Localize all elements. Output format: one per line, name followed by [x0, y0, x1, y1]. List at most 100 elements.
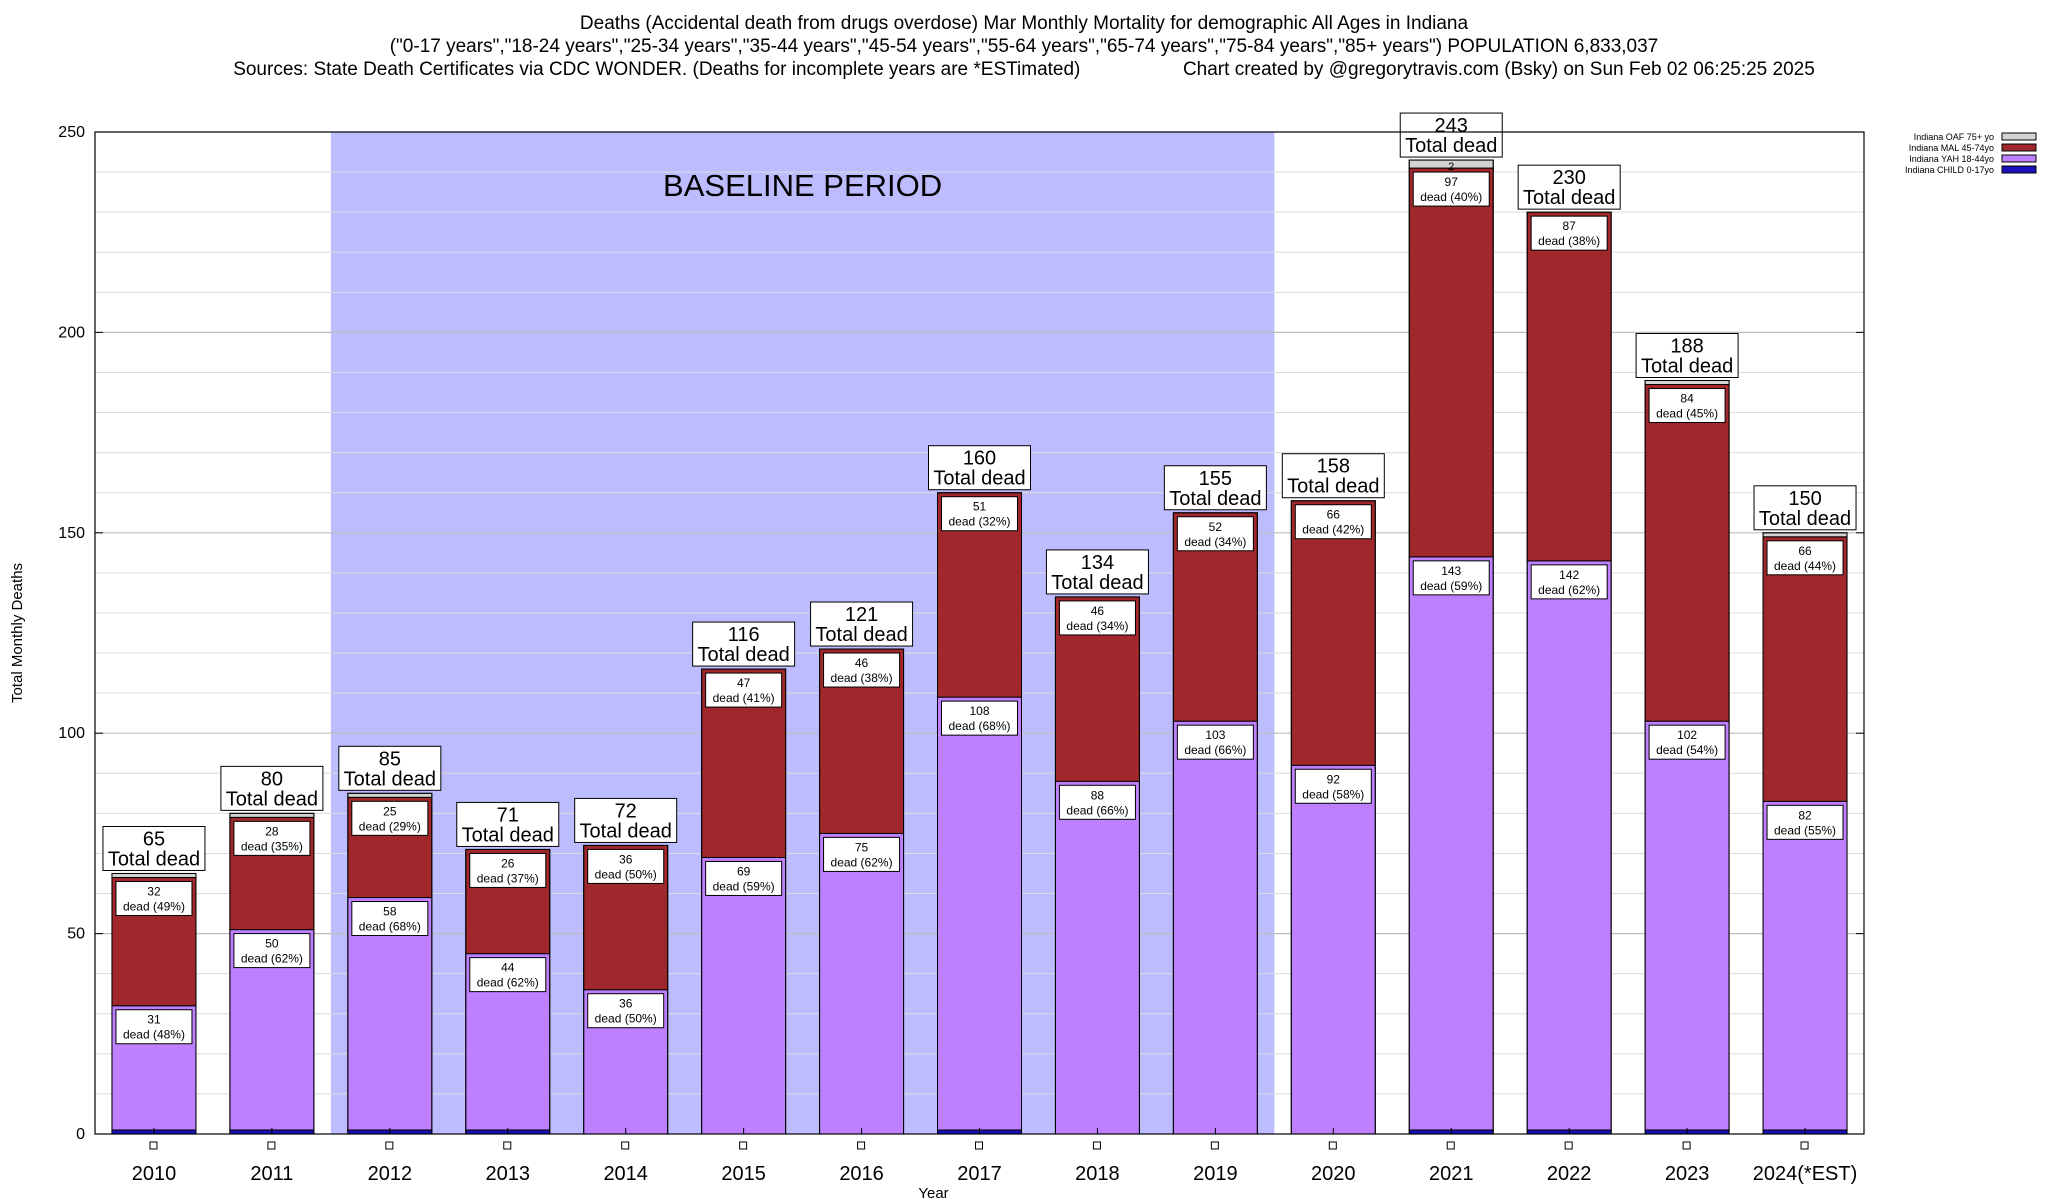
total-suffix-2013: Total dead	[462, 824, 554, 846]
label-yah-2013-pct: dead (62%)	[477, 976, 539, 990]
label-mal-2017-pct: dead (32%)	[948, 515, 1010, 529]
label-mal-2014-pct: dead (50%)	[595, 867, 657, 881]
bar-segment-2011-s3	[229, 812, 315, 818]
label-mal-2024(*EST)-box	[1766, 540, 1844, 576]
bar-segment-2024(*EST)-s2	[1762, 536, 1848, 802]
label-mal-2016-value: 46	[855, 656, 869, 670]
label-mal-2012-value: 25	[383, 804, 397, 818]
total-value-2020: 158	[1317, 456, 1350, 478]
x-tick-label-2018: 2018	[1075, 1163, 1120, 1185]
x-tick-label-2020: 2020	[1311, 1163, 1356, 1185]
total-value-2024(*EST): 150	[1788, 488, 1821, 510]
x-tick-label-2011: 2011	[250, 1163, 293, 1185]
label-mal-2023-value: 84	[1680, 392, 1694, 406]
chart-sources-line: Sources: State Death Certificates via CD…	[0, 58, 2048, 81]
total-label-box-2020	[1281, 453, 1385, 499]
label-yah-2018-box	[1058, 784, 1136, 820]
x-tick-label-2017: 2017	[957, 1163, 1002, 1185]
total-suffix-2020: Total dead	[1287, 476, 1379, 498]
total-value-2010: 65	[143, 828, 165, 850]
label-mal-2018-box	[1058, 600, 1136, 636]
total-value-2019: 155	[1199, 468, 1232, 490]
bar-marker-2011	[267, 1141, 276, 1150]
chart-title: Deaths (Accidental death from drugs over…	[579, 13, 1469, 34]
total-label-box-2014	[574, 797, 678, 843]
total-value-2021: 243	[1435, 115, 1468, 137]
label-yah-2013-value: 44	[501, 961, 515, 975]
bar-segment-2022-s1	[1526, 560, 1612, 1131]
y-tick-label-50: 50	[67, 926, 85, 943]
total-value-2018: 134	[1081, 552, 1114, 574]
label-mal-2011-pct: dead (35%)	[241, 839, 303, 853]
bar-marker-2010	[149, 1141, 158, 1150]
bar-segment-2016-s1	[819, 832, 905, 1135]
label-oaf-2021: 2	[1448, 161, 1454, 173]
label-mal-2021-pct: dead (40%)	[1420, 190, 1482, 204]
label-yah-2015-pct: dead (59%)	[713, 879, 775, 893]
label-mal-2022-box	[1530, 215, 1608, 251]
label-mal-2016-box	[823, 652, 901, 688]
y-tick-label-0: 0	[76, 1126, 85, 1143]
total-value-2015: 116	[728, 624, 760, 646]
total-label-box-2016	[810, 601, 914, 647]
total-suffix-2014: Total dead	[580, 820, 672, 842]
label-yah-2022-box	[1530, 564, 1608, 600]
label-mal-2024(*EST)-pct: dead (44%)	[1774, 559, 1836, 573]
label-mal-2015-box	[705, 672, 783, 708]
legend-label-s0: Indiana CHILD 0-17yo	[1905, 165, 1994, 175]
label-yah-2021-value: 143	[1441, 564, 1461, 578]
label-mal-2010-box	[115, 880, 193, 916]
y-tick-label-200: 200	[58, 324, 85, 341]
total-suffix-2011: Total dead	[226, 788, 318, 810]
label-mal-2014-box	[587, 848, 665, 884]
bar-segment-2023-s2	[1644, 384, 1730, 722]
bar-segment-2023-s3	[1644, 379, 1730, 386]
total-label-box-2013	[456, 801, 560, 847]
label-yah-2020-pct: dead (58%)	[1302, 787, 1364, 801]
label-yah-2016-pct: dead (62%)	[831, 855, 893, 869]
x-tick-label-2022: 2022	[1547, 1163, 1592, 1185]
bar-marker-2018	[1092, 1141, 1101, 1150]
bar-marker-2017	[975, 1141, 983, 1150]
label-yah-2024(*EST)-pct: dead (55%)	[1774, 823, 1836, 837]
total-value-2016: 121	[845, 604, 878, 626]
label-mal-2011-box	[233, 820, 311, 856]
label-mal-2019-pct: dead (34%)	[1184, 535, 1246, 549]
label-mal-2016-pct: dead (38%)	[831, 671, 893, 685]
label-yah-2017-box	[941, 700, 1018, 736]
total-value-2017: 160	[963, 448, 996, 470]
total-value-2022: 230	[1552, 167, 1585, 189]
total-suffix-2018: Total dead	[1051, 572, 1143, 594]
label-yah-2014-value: 36	[619, 997, 633, 1011]
label-yah-2024(*EST)-value: 82	[1798, 808, 1812, 822]
total-value-2023: 188	[1670, 335, 1703, 357]
bar-segment-2010-s3	[111, 872, 197, 878]
label-yah-2017-value: 108	[969, 704, 989, 718]
label-yah-2010-value: 31	[147, 1013, 161, 1027]
bar-marker-2013	[503, 1141, 512, 1150]
label-yah-2018-value: 88	[1091, 788, 1105, 802]
label-yah-2021-box	[1412, 560, 1490, 596]
